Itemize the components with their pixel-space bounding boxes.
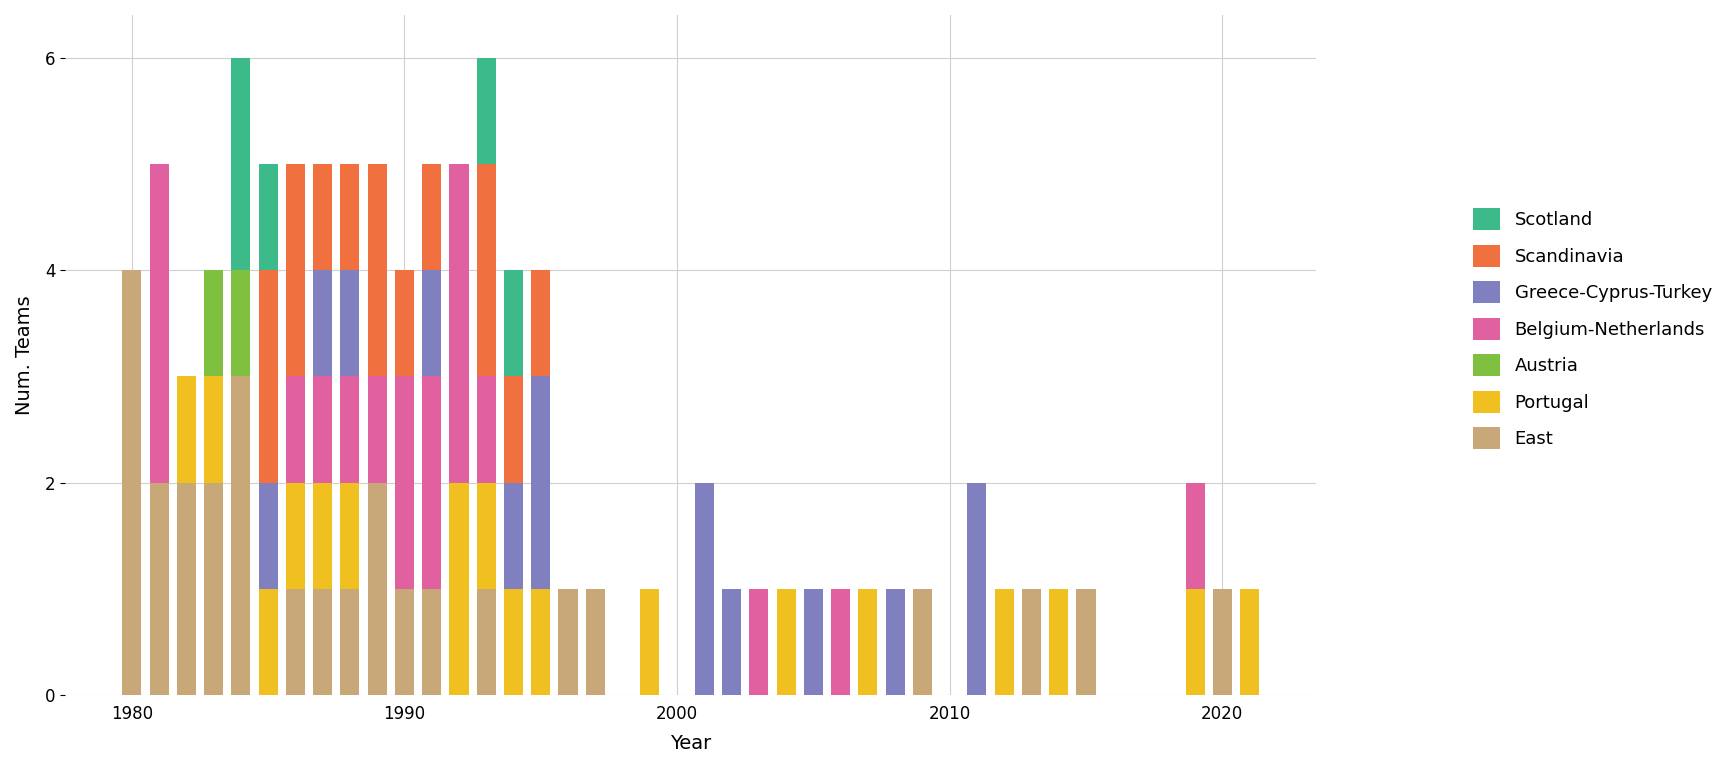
Bar bbox=[368, 164, 387, 376]
Bar bbox=[1021, 589, 1040, 695]
Bar bbox=[313, 164, 332, 270]
Bar bbox=[285, 376, 304, 482]
Bar bbox=[340, 482, 359, 589]
Bar bbox=[259, 589, 278, 695]
Bar bbox=[422, 376, 441, 589]
Bar bbox=[422, 270, 441, 376]
Bar bbox=[340, 589, 359, 695]
Bar bbox=[1077, 589, 1096, 695]
Y-axis label: Num. Teams: Num. Teams bbox=[16, 295, 35, 415]
Bar bbox=[1185, 589, 1204, 695]
Bar bbox=[505, 482, 524, 589]
Bar bbox=[1185, 482, 1204, 589]
Bar bbox=[995, 589, 1014, 695]
Bar bbox=[313, 589, 332, 695]
Bar bbox=[477, 482, 496, 589]
Bar bbox=[912, 589, 931, 695]
Bar bbox=[150, 482, 169, 695]
Bar bbox=[968, 482, 987, 695]
Bar bbox=[831, 589, 850, 695]
Bar bbox=[422, 164, 441, 270]
Bar bbox=[232, 376, 251, 695]
Bar bbox=[1241, 589, 1260, 695]
Bar bbox=[232, 270, 251, 376]
Bar bbox=[396, 270, 415, 376]
Bar bbox=[285, 589, 304, 695]
Bar bbox=[530, 270, 550, 376]
Bar bbox=[150, 164, 169, 482]
Legend: Scotland, Scandinavia, Greece-Cyprus-Turkey, Belgium-Netherlands, Austria, Portu: Scotland, Scandinavia, Greece-Cyprus-Tur… bbox=[1465, 201, 1719, 456]
Bar bbox=[232, 58, 251, 270]
Bar bbox=[368, 376, 387, 482]
Bar bbox=[176, 376, 195, 482]
Bar bbox=[641, 589, 660, 695]
Bar bbox=[422, 589, 441, 695]
Bar bbox=[204, 482, 223, 695]
Bar bbox=[285, 482, 304, 589]
Bar bbox=[259, 270, 278, 482]
Bar bbox=[204, 376, 223, 482]
Bar bbox=[1049, 589, 1068, 695]
Bar bbox=[313, 376, 332, 482]
Bar bbox=[313, 270, 332, 376]
Bar bbox=[859, 589, 878, 695]
Bar bbox=[449, 482, 468, 695]
Bar bbox=[886, 589, 905, 695]
Bar bbox=[776, 589, 795, 695]
Bar bbox=[313, 482, 332, 589]
Bar bbox=[449, 164, 468, 482]
Bar bbox=[1213, 589, 1232, 695]
Bar bbox=[340, 376, 359, 482]
Bar bbox=[477, 58, 496, 164]
Bar bbox=[530, 589, 550, 695]
Bar bbox=[259, 482, 278, 589]
X-axis label: Year: Year bbox=[670, 734, 712, 753]
Bar bbox=[176, 482, 195, 695]
Bar bbox=[396, 589, 415, 695]
Bar bbox=[477, 164, 496, 376]
Bar bbox=[586, 589, 605, 695]
Bar bbox=[340, 270, 359, 376]
Bar bbox=[204, 270, 223, 376]
Bar bbox=[505, 270, 524, 376]
Bar bbox=[368, 482, 387, 695]
Bar bbox=[505, 376, 524, 482]
Bar bbox=[530, 376, 550, 589]
Bar bbox=[505, 589, 524, 695]
Bar bbox=[285, 164, 304, 376]
Bar bbox=[259, 164, 278, 270]
Bar bbox=[477, 376, 496, 482]
Bar bbox=[804, 589, 823, 695]
Bar bbox=[750, 589, 769, 695]
Bar bbox=[340, 164, 359, 270]
Bar bbox=[477, 589, 496, 695]
Bar bbox=[396, 376, 415, 589]
Bar bbox=[695, 482, 714, 695]
Bar bbox=[722, 589, 741, 695]
Bar bbox=[558, 589, 577, 695]
Bar bbox=[123, 270, 142, 695]
